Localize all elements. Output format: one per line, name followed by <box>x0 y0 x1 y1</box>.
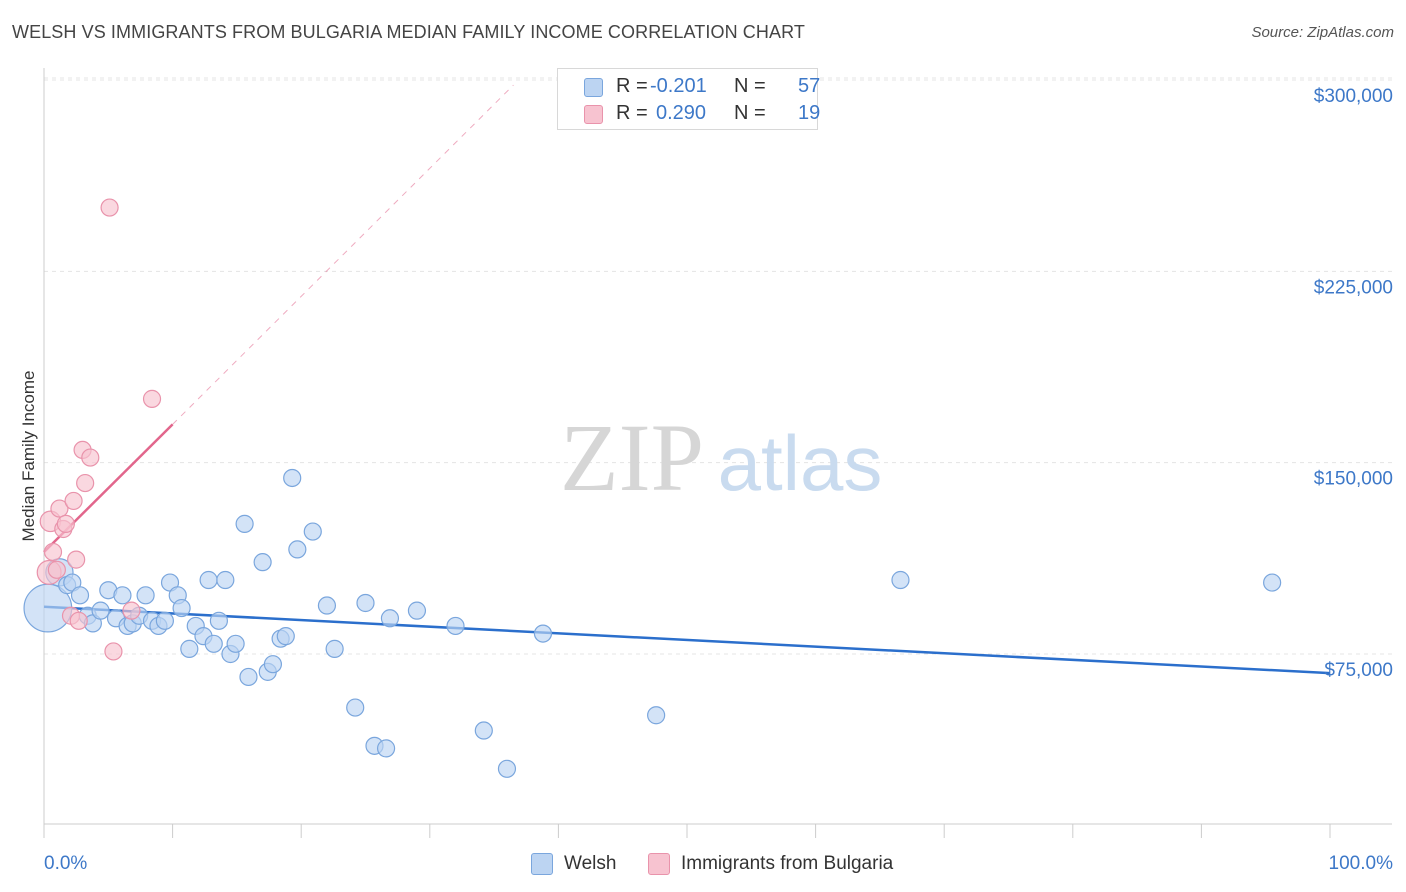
bulgaria-n-label: N = <box>734 102 766 124</box>
welsh-points <box>23 468 1282 778</box>
bulgaria-trend-line-2 <box>172 84 514 425</box>
grid-lines <box>44 77 1392 655</box>
bulgaria-point-4 <box>50 499 69 518</box>
bulgaria-points <box>36 198 162 661</box>
y-tick-label-0: $75,000 <box>1324 660 1393 681</box>
welsh-point-21 <box>180 639 199 658</box>
welsh-point-47 <box>407 601 427 620</box>
bulgaria-point-15 <box>104 642 123 661</box>
welsh-point-48 <box>446 616 465 636</box>
welsh-n-value: 57 <box>798 75 821 97</box>
welsh-point-26 <box>209 611 228 630</box>
y-tick-label-1: $150,000 <box>1314 469 1393 490</box>
welsh-point-37 <box>283 468 302 488</box>
welsh-point-36 <box>276 627 295 646</box>
chart-source: Source: ZipAtlas.com <box>1251 24 1394 41</box>
welsh-point-32 <box>253 553 272 572</box>
watermark-atlas: atlas <box>718 419 883 507</box>
bulgaria-point-8 <box>64 491 83 511</box>
welsh-point-46 <box>380 609 400 628</box>
y-tick-label-3: $300,000 <box>1314 86 1393 107</box>
welsh-point-25 <box>204 634 223 653</box>
welsh-point-20 <box>172 598 191 618</box>
y-tick-label-2: $225,000 <box>1314 277 1393 298</box>
chart-title: WELSH VS IMMIGRANTS FROM BULGARIA MEDIAN… <box>12 22 805 42</box>
welsh-point-4 <box>70 586 90 605</box>
bottom-welsh-label: Welsh <box>564 853 617 874</box>
welsh-point-52 <box>647 706 666 725</box>
bulgaria-point-6 <box>56 514 75 533</box>
welsh-r-value: -0.201 <box>650 75 707 97</box>
bottom-welsh-swatch <box>531 853 553 875</box>
bulgaria-n-value: 19 <box>798 102 821 124</box>
welsh-point-29 <box>226 634 245 653</box>
y-axis-label: Median Family Income <box>19 370 38 541</box>
bulgaria-point-17 <box>142 389 162 408</box>
welsh-swatch <box>584 78 603 97</box>
tick-labels: $75,000 $150,000 $225,000 $300,000 0.0% 100.0… <box>44 86 1393 874</box>
welsh-point-31 <box>239 667 258 687</box>
correlation-legend: R = -0.201 N = 57 R = 0.290 N = 19 <box>557 68 821 130</box>
bulgaria-point-12 <box>76 473 95 493</box>
welsh-point-7 <box>91 601 110 620</box>
welsh-point-45 <box>376 739 396 758</box>
welsh-point-51 <box>533 624 553 643</box>
welsh-point-40 <box>317 596 337 615</box>
welsh-point-43 <box>356 593 375 613</box>
bulgaria-point-3 <box>47 560 66 579</box>
welsh-point-54 <box>1263 573 1282 592</box>
welsh-point-39 <box>303 522 322 541</box>
welsh-point-30 <box>235 514 254 533</box>
welsh-point-53 <box>891 570 910 590</box>
welsh-point-14 <box>136 586 155 605</box>
welsh-point-10 <box>113 586 132 605</box>
bottom-bulgaria-label: Immigrants from Bulgaria <box>681 853 894 874</box>
welsh-point-41 <box>325 639 344 658</box>
welsh-point-50 <box>497 759 517 778</box>
x-tick-label-1: 100.0% <box>1329 853 1394 874</box>
welsh-point-24 <box>199 570 218 590</box>
bulgaria-point-2 <box>43 542 63 562</box>
x-tick-label-0: 0.0% <box>44 853 87 874</box>
trend-lines <box>43 84 1331 675</box>
welsh-point-42 <box>346 698 365 717</box>
axes <box>43 68 1392 838</box>
welsh-point-27 <box>216 570 235 590</box>
welsh-point-49 <box>474 721 493 740</box>
welsh-n-label: N = <box>734 75 766 97</box>
bulgaria-point-10 <box>69 611 88 630</box>
bulgaria-r-value: 0.290 <box>656 102 707 124</box>
welsh-point-38 <box>288 540 307 559</box>
welsh-trend-line-0 <box>43 605 1331 675</box>
bulgaria-r-label: R = <box>616 102 648 124</box>
welsh-point-34 <box>263 655 283 674</box>
bottom-bulgaria-swatch <box>648 853 670 875</box>
bulgaria-point-9 <box>67 550 86 569</box>
bulgaria-point-14 <box>100 198 119 217</box>
watermark-zip: ZIP <box>560 404 704 511</box>
bulgaria-point-16 <box>122 601 141 620</box>
welsh-r-label: R = <box>616 75 648 97</box>
bulgaria-swatch <box>584 105 603 124</box>
welsh-point-17 <box>155 611 174 630</box>
bulgaria-point-13 <box>81 448 100 467</box>
